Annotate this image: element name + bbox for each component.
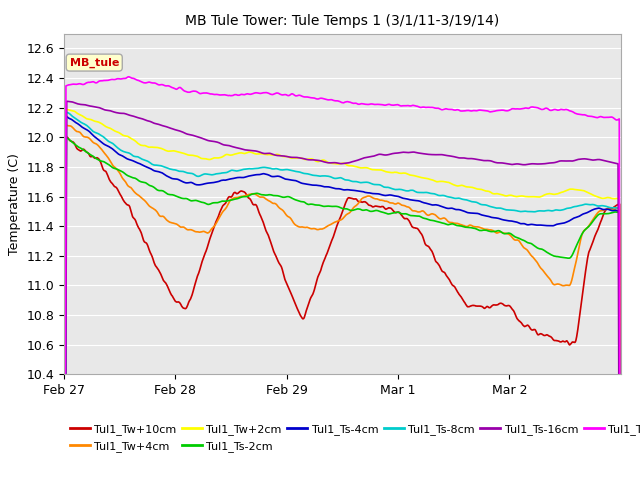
Tul1_Tw+2cm <box>63 107 70 112</box>
Tul1_Tw+4cm <box>171 221 179 227</box>
Line: Tul1_Ts-32cm: Tul1_Ts-32cm <box>64 77 621 480</box>
Tul1_Ts-16cm <box>171 127 179 132</box>
Tul1_Ts-4cm <box>184 180 192 186</box>
Tul1_Ts-16cm <box>551 160 559 166</box>
Tul1_Tw+2cm <box>502 193 509 199</box>
Tul1_Tw+10cm <box>502 303 509 309</box>
Line: Tul1_Tw+4cm: Tul1_Tw+4cm <box>64 125 621 480</box>
Tul1_Ts-4cm <box>429 202 437 208</box>
Tul1_Ts-2cm <box>502 231 509 237</box>
Tul1_Tw+4cm <box>502 230 509 236</box>
Tul1_Ts-4cm <box>63 113 70 119</box>
Tul1_Ts-16cm <box>429 152 437 157</box>
Line: Tul1_Tw+10cm: Tul1_Tw+10cm <box>64 137 621 480</box>
Tul1_Tw+4cm <box>246 192 254 197</box>
Tul1_Ts-4cm <box>171 176 179 182</box>
Tul1_Ts-32cm <box>125 74 132 80</box>
Tul1_Ts-16cm <box>246 147 254 153</box>
Tul1_Tw+10cm <box>429 251 437 257</box>
Tul1_Ts-8cm <box>184 170 192 176</box>
Tul1_Ts-16cm <box>184 132 192 137</box>
Tul1_Ts-8cm <box>502 207 509 213</box>
Tul1_Tw+2cm <box>551 192 559 197</box>
Tul1_Ts-8cm <box>429 191 437 197</box>
Line: Tul1_Ts-2cm: Tul1_Ts-2cm <box>64 137 621 480</box>
Title: MB Tule Tower: Tule Temps 1 (3/1/11-3/19/14): MB Tule Tower: Tule Temps 1 (3/1/11-3/19… <box>185 14 500 28</box>
Text: MB_tule: MB_tule <box>70 58 119 68</box>
Tul1_Ts-32cm <box>551 107 559 112</box>
Tul1_Tw+2cm <box>429 178 437 183</box>
Tul1_Tw+10cm <box>246 197 254 203</box>
Tul1_Ts-2cm <box>63 134 70 140</box>
Tul1_Tw+4cm <box>551 282 559 288</box>
Tul1_Ts-2cm <box>429 217 437 223</box>
Tul1_Ts-8cm <box>171 167 179 173</box>
Tul1_Ts-2cm <box>171 192 179 198</box>
Tul1_Ts-32cm <box>429 105 437 110</box>
Tul1_Ts-16cm <box>63 98 70 104</box>
Y-axis label: Temperature (C): Temperature (C) <box>8 153 21 255</box>
Tul1_Tw+2cm <box>171 148 179 154</box>
Tul1_Ts-2cm <box>246 192 254 198</box>
Line: Tul1_Tw+2cm: Tul1_Tw+2cm <box>64 109 621 480</box>
Tul1_Tw+10cm <box>62 134 70 140</box>
Legend: Tul1_Tw+10cm, Tul1_Tw+4cm, Tul1_Tw+2cm, Tul1_Ts-2cm, Tul1_Ts-4cm, Tul1_Ts-8cm, T: Tul1_Tw+10cm, Tul1_Tw+4cm, Tul1_Tw+2cm, … <box>70 424 640 452</box>
Tul1_Ts-8cm <box>551 207 559 213</box>
Tul1_Tw+2cm <box>246 149 254 155</box>
Tul1_Ts-4cm <box>502 217 509 223</box>
Tul1_Tw+4cm <box>429 211 437 217</box>
Tul1_Ts-2cm <box>551 253 559 259</box>
Tul1_Ts-16cm <box>502 161 509 167</box>
Tul1_Tw+4cm <box>184 227 192 233</box>
Line: Tul1_Ts-16cm: Tul1_Ts-16cm <box>64 101 621 480</box>
Tul1_Tw+4cm <box>62 122 70 128</box>
Tul1_Ts-4cm <box>246 173 254 179</box>
Tul1_Ts-2cm <box>184 196 192 202</box>
Tul1_Ts-8cm <box>63 109 70 115</box>
Tul1_Ts-32cm <box>246 91 254 97</box>
Tul1_Ts-32cm <box>184 89 192 95</box>
Line: Tul1_Ts-4cm: Tul1_Ts-4cm <box>64 116 621 480</box>
Tul1_Tw+10cm <box>551 338 559 344</box>
Tul1_Ts-32cm <box>171 86 179 92</box>
Tul1_Tw+2cm <box>184 152 192 158</box>
Tul1_Tw+10cm <box>171 298 179 303</box>
Line: Tul1_Ts-8cm: Tul1_Ts-8cm <box>64 112 621 480</box>
Tul1_Ts-8cm <box>246 166 254 172</box>
Tul1_Tw+10cm <box>184 300 192 306</box>
Tul1_Ts-4cm <box>551 222 559 228</box>
Tul1_Ts-32cm <box>502 108 509 114</box>
